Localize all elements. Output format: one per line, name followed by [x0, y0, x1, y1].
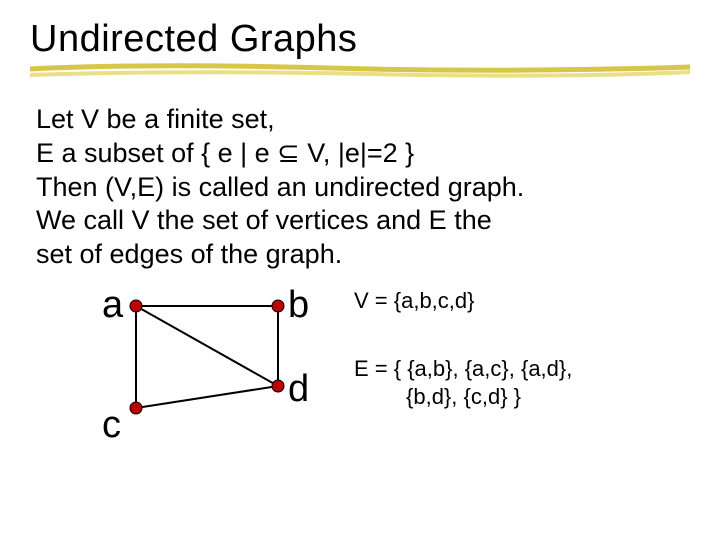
body-line-3: Then (V,E) is called an undirected graph… [36, 171, 684, 205]
body-text: Let V be a finite set, E a subset of { e… [0, 81, 720, 478]
edge-a-d [136, 306, 278, 386]
slide-title: Undirected Graphs [30, 18, 690, 61]
edge-c-d [136, 386, 278, 408]
body-line-4: We call V the set of vertices and E the [36, 204, 684, 238]
e-set-text-1: E = { {a,b}, {a,c}, {a,d}, [354, 356, 572, 382]
body-line-5: set of edges of the graph. [36, 238, 684, 272]
title-block: Undirected Graphs [0, 0, 720, 81]
body-line-1: Let V be a finite set, [36, 103, 684, 137]
e-set-text-2: {b,d}, {c,d} } [354, 384, 521, 410]
node-d [272, 380, 284, 392]
node-label-a: a [102, 282, 123, 330]
node-label-c: c [102, 402, 121, 450]
node-label-b: b [288, 282, 309, 330]
title-underline [30, 63, 690, 81]
node-c [130, 402, 142, 414]
body-line-2: E a subset of { e | e ⊆ V, |e|=2 } [36, 137, 684, 171]
figure-area: a b c d V = {a,b,c,d} E = { {a,b}, {a,c}, {… [36, 278, 684, 478]
node-label-d: d [288, 366, 309, 414]
node-a [130, 300, 142, 312]
v-set-text: V = {a,b,c,d} [354, 288, 474, 314]
node-b [272, 300, 284, 312]
